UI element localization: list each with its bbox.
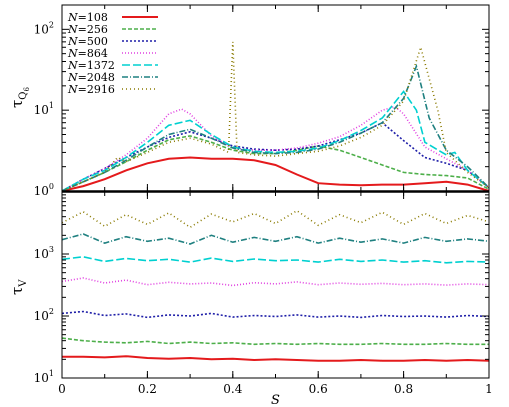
x-axis-label: S <box>271 393 280 407</box>
y-tick-label: 102 <box>34 307 54 323</box>
y-tick-label: 101 <box>34 369 54 385</box>
y-tick-label: 100 <box>34 182 54 198</box>
x-tick-label: 1 <box>485 382 493 396</box>
legend-label-N256: N=256 <box>67 23 108 36</box>
legend-label-N864: N=864 <box>67 47 108 60</box>
series-line-bottom-N864 <box>61 277 490 287</box>
y-tick-label: 102 <box>34 20 54 36</box>
y-tick-label: 103 <box>34 245 54 261</box>
y-axis-label-top: τQ6 <box>8 86 31 108</box>
series-line-top-N500 <box>61 121 490 192</box>
legend-label-N108: N=108 <box>67 11 108 24</box>
legend-label-N2916: N=2916 <box>67 83 115 96</box>
y-axis-label-bottom: τV <box>8 279 29 295</box>
series-layer <box>61 41 490 362</box>
legend-label-N500: N=500 <box>67 35 108 48</box>
series-line-bottom-N2916 <box>61 209 490 229</box>
series-line-bottom-N108 <box>62 355 490 362</box>
x-tick-label: 0.2 <box>138 382 157 396</box>
x-tick-label: 0.4 <box>223 382 242 396</box>
x-tick-label: 0 <box>58 382 66 396</box>
series-line-bottom-N2048 <box>61 233 490 245</box>
x-tick-label: 0.8 <box>394 382 413 396</box>
series-line-top-N864 <box>61 105 490 192</box>
series-line-bottom-N500 <box>61 310 490 319</box>
series-line-top-N1372 <box>61 90 490 192</box>
series-line-bottom-N256 <box>61 337 489 346</box>
x-tick-label: 0.6 <box>309 382 328 396</box>
series-line-bottom-N1372 <box>61 255 490 264</box>
series-line-top-N108 <box>61 156 490 192</box>
series-line-top-N2916 <box>61 41 490 192</box>
y-tick-label: 101 <box>34 101 54 117</box>
series-line-top-N2048 <box>61 63 490 192</box>
legend-label-N1372: N=1372 <box>67 59 115 72</box>
panel-frame-bottom <box>61 191 490 379</box>
legend-label-N2048: N=2048 <box>67 71 115 84</box>
